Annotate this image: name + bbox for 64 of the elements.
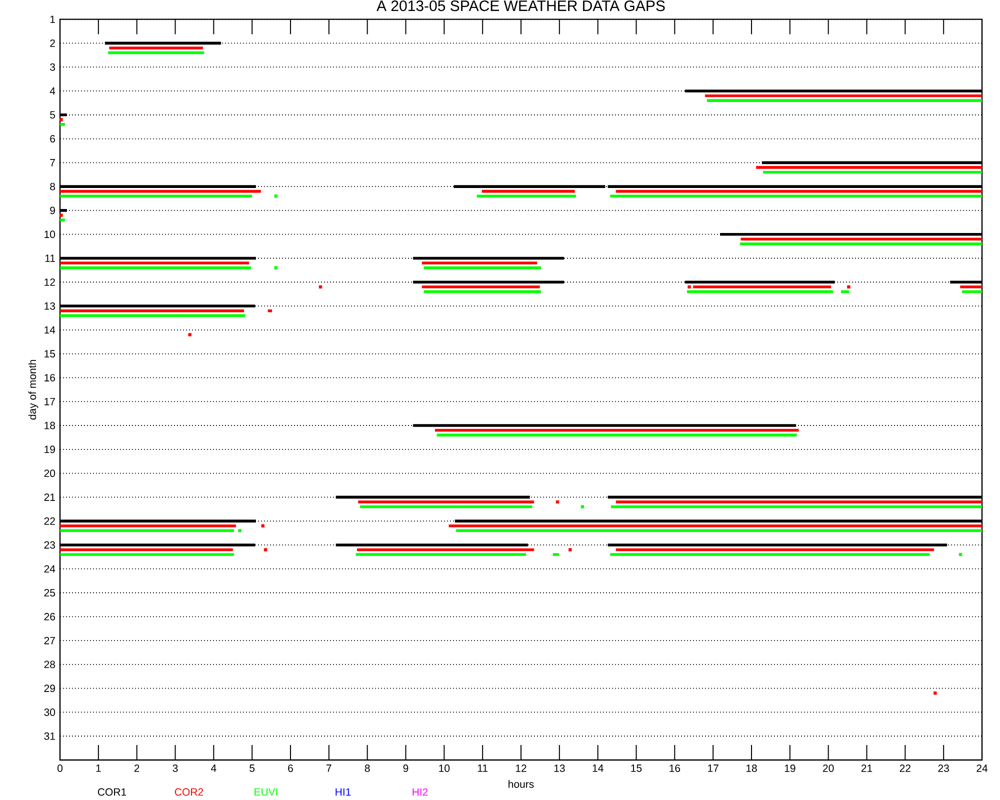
x-tick-label: 16: [670, 764, 680, 772]
y-tick-label: 24: [44, 565, 56, 573]
y-tick-label: 5: [50, 111, 56, 119]
legend-label: HI2: [412, 788, 428, 796]
y-tick-label: 9: [50, 206, 55, 214]
x-tick-label: 10: [439, 764, 450, 772]
x-tick-label: 6: [288, 764, 293, 772]
x-tick-label: 4: [210, 764, 216, 772]
y-tick-label: 19: [44, 446, 55, 454]
y-tick-label: 20: [44, 470, 56, 478]
x-tick-label: 3: [172, 764, 178, 772]
y-tick-label: 22: [44, 517, 55, 525]
y-tick-label: 14: [44, 326, 56, 334]
y-tick-label: 17: [44, 398, 55, 406]
y-tick-label: 7: [50, 159, 55, 166]
x-tick-label: 8: [364, 764, 370, 772]
x-axis-title: hours: [508, 780, 534, 788]
x-tick-label: 20: [823, 764, 834, 772]
y-tick-label: 2: [50, 40, 55, 47]
y-tick-label: 26: [44, 612, 56, 620]
text: COR2: [174, 788, 204, 796]
y-tick-label: 23: [44, 541, 56, 549]
y-tick-label: 29: [44, 684, 55, 692]
x-tick-label: 9: [403, 764, 408, 772]
x-tick-label: 5: [250, 764, 255, 772]
y-tick-label: 31: [44, 732, 55, 740]
y-tick-label: 28: [44, 660, 56, 668]
y-tick-label: 1: [50, 16, 55, 23]
x-tick-label: 2: [134, 764, 140, 772]
x-tick-label: 12: [516, 764, 526, 772]
x-tick-label: 23: [938, 764, 949, 772]
x-tick-label: 13: [554, 764, 565, 772]
x-tick-label: 15: [631, 764, 642, 772]
x-tick-label: 1: [96, 764, 101, 772]
x-tick-label: 21: [861, 764, 872, 772]
y-tick-label: 15: [44, 350, 56, 358]
y-tick-label: 27: [44, 636, 55, 644]
y-tick-label: 8: [50, 182, 56, 190]
y-tick-label: 25: [44, 589, 56, 596]
x-tick-label: 24: [976, 764, 988, 772]
x-tick-label: 19: [784, 764, 796, 772]
text: COR1: [98, 788, 126, 796]
x-tick-label: 14: [592, 764, 604, 772]
y-tick-label: 4: [50, 87, 56, 95]
x-tick-label: 17: [708, 764, 718, 772]
legend-label: HI1: [336, 788, 351, 796]
y-tick-label: 10: [44, 230, 56, 238]
x-tick-label: 18: [746, 764, 757, 772]
x-tick-label: 11: [478, 764, 488, 772]
text: EUVI: [254, 788, 278, 796]
y-tick-label: 3: [50, 63, 56, 71]
x-tick-label: 7: [326, 764, 332, 772]
y-tick-label: 12: [44, 278, 55, 286]
y-tick-label: 6: [50, 135, 56, 142]
x-tick-label: 22: [900, 764, 910, 772]
y-axis-title: day of month: [28, 360, 38, 420]
y-tick-label: 16: [44, 374, 56, 382]
y-tick-label: 13: [44, 302, 56, 310]
x-tick-label: 0: [57, 764, 63, 772]
y-tick-label: 21: [44, 494, 55, 501]
y-tick-label: 30: [44, 708, 56, 716]
chart-title: A 2013-05 SPACE WEATHER DATA GAPS: [376, 0, 665, 12]
y-tick-label: 18: [44, 422, 56, 430]
y-tick-label: 11: [45, 254, 55, 262]
